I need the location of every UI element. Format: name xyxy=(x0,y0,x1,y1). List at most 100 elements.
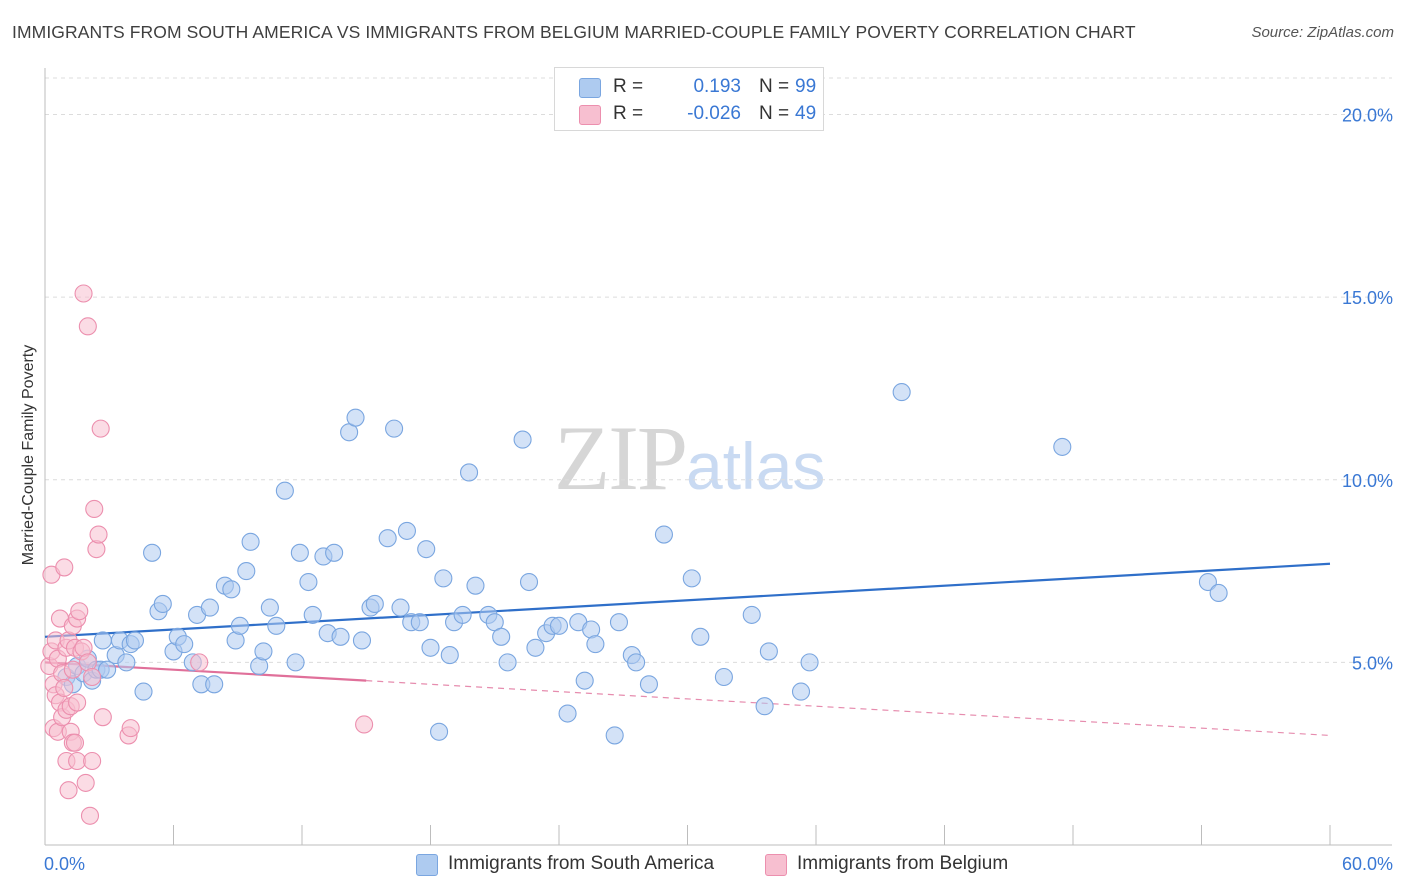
point-south-america xyxy=(498,653,517,672)
watermark-atlas: atlas xyxy=(686,429,826,503)
point-south-america xyxy=(459,463,479,482)
point-belgium xyxy=(83,751,102,771)
legend-r-label: R = xyxy=(613,103,644,124)
point-south-america xyxy=(627,653,646,672)
point-belgium xyxy=(55,678,74,697)
point-south-america xyxy=(267,616,286,635)
legend-swatch-south-america xyxy=(579,78,601,98)
point-south-america xyxy=(791,682,811,701)
point-south-america xyxy=(153,594,172,613)
point-south-america xyxy=(254,642,273,661)
point-belgium xyxy=(83,667,102,687)
series-label-belgium: Immigrants from Belgium xyxy=(797,853,1009,874)
point-south-america xyxy=(519,572,539,592)
point-south-america xyxy=(434,569,453,588)
series-swatch-south-america xyxy=(416,854,438,876)
point-south-america xyxy=(230,616,249,635)
y-tick-label: 15.0% xyxy=(1342,288,1393,308)
legend-swatch-belgium xyxy=(579,105,601,125)
point-south-america xyxy=(513,430,532,449)
point-south-america xyxy=(222,580,241,599)
point-belgium xyxy=(78,317,97,336)
point-south-america xyxy=(1198,572,1217,592)
point-south-america xyxy=(492,627,511,646)
legend-n-label: N = xyxy=(759,103,790,124)
point-south-america xyxy=(365,594,384,613)
point-south-america xyxy=(378,529,397,548)
tick-labels: 5.0% 10.0% 15.0% 20.0% 0.0% 60.0% xyxy=(44,106,1393,874)
point-south-america xyxy=(260,598,279,617)
point-south-america xyxy=(299,572,318,592)
point-south-america xyxy=(117,653,136,672)
point-south-america xyxy=(526,638,545,657)
point-belgium xyxy=(85,499,104,519)
point-south-america xyxy=(205,675,224,694)
chart-title: IMMIGRANTS FROM SOUTH AMERICA VS IMMIGRA… xyxy=(12,22,1136,42)
point-south-america xyxy=(275,481,294,500)
point-belgium xyxy=(91,419,110,438)
point-south-america xyxy=(352,631,372,650)
point-belgium xyxy=(93,708,112,727)
legend-n-value: 49 xyxy=(795,103,817,124)
point-belgium xyxy=(80,806,100,825)
x-tick-label: 0.0% xyxy=(44,854,85,874)
trend-line-south-america xyxy=(44,562,1331,638)
point-south-america xyxy=(549,616,569,635)
point-belgium xyxy=(55,558,74,577)
point-belgium xyxy=(68,693,87,712)
point-south-america xyxy=(325,543,344,562)
point-south-america xyxy=(417,540,436,559)
point-south-america xyxy=(241,532,260,551)
point-south-america xyxy=(654,525,673,544)
trend-line-belgium-dashed xyxy=(366,680,1331,737)
watermark: ZIPatlas xyxy=(554,405,825,511)
point-south-america xyxy=(331,627,350,646)
point-south-america xyxy=(134,682,153,701)
point-south-america xyxy=(200,598,219,617)
point-south-america xyxy=(346,408,365,427)
point-south-america xyxy=(453,605,472,624)
axes xyxy=(44,68,1392,846)
y-tick-label: 5.0% xyxy=(1352,653,1393,673)
stats-legend: R = 0.193 N = 99 R = -0.026 N = 49 xyxy=(554,67,824,131)
point-belgium xyxy=(121,719,140,738)
y-tick-label: 20.0% xyxy=(1342,106,1393,126)
point-south-america xyxy=(586,635,605,654)
point-south-america xyxy=(290,543,309,562)
point-south-america xyxy=(755,697,774,716)
legend-r-label: R = xyxy=(613,76,644,97)
legend-n-label: N = xyxy=(759,76,790,97)
point-south-america xyxy=(466,576,485,595)
y-axis-label: Married-Couple Family Poverty xyxy=(20,344,37,566)
point-south-america xyxy=(421,638,440,657)
point-south-america xyxy=(759,642,778,661)
point-south-america xyxy=(575,671,594,690)
point-belgium xyxy=(190,653,209,672)
point-belgium xyxy=(89,525,108,544)
point-south-america xyxy=(691,627,710,646)
point-south-america xyxy=(385,419,404,438)
y-tick-label: 10.0% xyxy=(1342,471,1393,491)
point-south-america xyxy=(714,667,733,687)
legend-r-value: 0.193 xyxy=(693,76,741,97)
point-belgium xyxy=(74,284,93,303)
point-belgium xyxy=(63,660,82,679)
point-south-america xyxy=(237,562,256,581)
watermark-zip: ZIP xyxy=(554,407,688,509)
point-south-america xyxy=(1209,583,1228,603)
data-points xyxy=(40,284,1228,825)
point-south-america xyxy=(742,605,761,624)
point-belgium xyxy=(70,602,89,621)
point-south-america xyxy=(286,653,305,672)
point-south-america xyxy=(143,543,162,562)
point-belgium xyxy=(76,773,95,792)
series-label-south-america: Immigrants from South America xyxy=(448,853,715,874)
x-tick-label: 60.0% xyxy=(1342,854,1393,874)
legend-n-value: 99 xyxy=(795,76,817,97)
point-south-america xyxy=(430,722,449,741)
point-south-america xyxy=(397,521,416,540)
point-south-america xyxy=(800,653,819,672)
point-south-america xyxy=(1053,437,1072,456)
point-south-america xyxy=(175,635,194,654)
